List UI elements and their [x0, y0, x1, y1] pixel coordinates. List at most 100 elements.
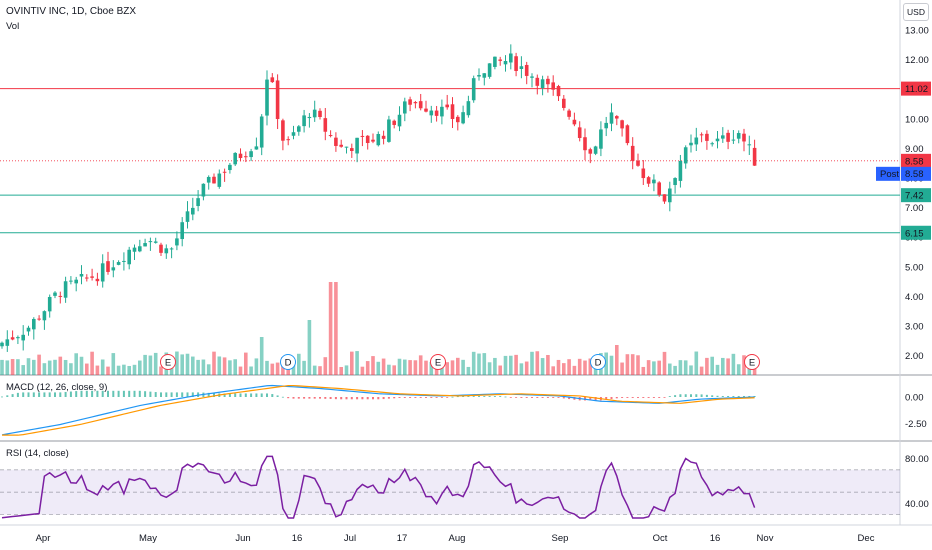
dividend-event-marker[interactable]	[590, 354, 606, 370]
macd-histogram-bar	[467, 396, 470, 397]
macd-histogram-bar	[610, 397, 613, 399]
volume-bar	[217, 356, 222, 375]
macd-histogram-bar	[393, 397, 396, 399]
candle-body	[413, 102, 418, 104]
macd-histogram-bar	[499, 396, 502, 397]
earnings-event-marker[interactable]	[160, 354, 176, 370]
volume-bar	[413, 360, 418, 375]
candle-body	[249, 151, 253, 158]
earnings-event-marker[interactable]	[744, 354, 760, 370]
macd-tick-label: -2.50	[905, 419, 927, 430]
candle-body	[673, 178, 677, 186]
candle-body	[5, 339, 10, 346]
candle-body	[556, 86, 561, 97]
post-price-tag	[901, 166, 931, 181]
time-axis-label: 17	[397, 533, 408, 544]
volume-bar	[397, 358, 402, 375]
volume-label[interactable]: Vol	[6, 21, 20, 32]
volume-bar	[212, 351, 216, 375]
volume-bar	[153, 352, 158, 375]
volume-bar	[63, 359, 68, 375]
macd-histogram-bar	[626, 397, 629, 398]
macd-histogram-bar	[175, 392, 178, 397]
volume-bar	[403, 359, 407, 375]
currency-button[interactable]: USD	[903, 3, 929, 21]
earnings-event-marker[interactable]	[430, 354, 446, 370]
volume-bar	[90, 351, 94, 375]
candle-body	[169, 248, 174, 250]
candle-body	[434, 110, 439, 116]
volume-bar	[175, 351, 179, 375]
macd-histogram-bar	[493, 396, 496, 397]
candle-body	[238, 153, 243, 159]
macd-histogram-bar	[425, 397, 427, 398]
macd-histogram-bar	[727, 395, 730, 397]
time-axis-label: Jul	[344, 533, 356, 544]
candle-body	[58, 295, 63, 297]
last-price-label: 8.58	[905, 156, 924, 167]
volume-bar	[429, 361, 434, 375]
volume-bar	[381, 358, 386, 375]
volume-bar	[540, 358, 545, 375]
volume-bar	[689, 365, 693, 375]
time-axis-label: Dec	[858, 533, 875, 544]
macd-histogram-bar	[181, 392, 184, 397]
volume-bar	[69, 363, 73, 375]
time-axis-label: Oct	[653, 533, 668, 544]
macd-histogram-bar	[361, 397, 364, 400]
candle-body	[191, 207, 195, 215]
price-tick-label: 13.00	[905, 26, 929, 37]
macd-histogram-bar	[160, 392, 162, 397]
macd-label[interactable]: MACD (12, 26, close, 9)	[6, 382, 108, 393]
macd-histogram-bar	[663, 397, 666, 398]
candle-body	[259, 116, 264, 148]
volume-bar	[646, 360, 651, 375]
macd-histogram-bar	[721, 395, 724, 397]
macd-histogram-bar	[69, 391, 72, 397]
volume-bar	[418, 355, 423, 375]
volume-bar	[53, 359, 57, 375]
macd-histogram-bar	[170, 392, 173, 397]
macd-histogram-bar	[207, 392, 210, 397]
volume-bar	[392, 365, 396, 375]
volume-bar	[408, 360, 412, 375]
symbol-title[interactable]: OVINTIV INC, 1D, Cboe BZX	[6, 6, 137, 17]
candle-body	[32, 318, 36, 330]
macd-histogram-bar	[154, 392, 157, 397]
candle-body	[16, 337, 20, 339]
rsi-label[interactable]: RSI (14, close)	[6, 448, 69, 459]
volume-bar	[307, 320, 312, 375]
macd-histogram-bar	[658, 397, 661, 398]
volume-bar	[387, 364, 391, 375]
volume-bar	[233, 359, 237, 375]
volume-bar	[16, 359, 20, 375]
macd-histogram-bar	[732, 395, 735, 397]
candle-body	[429, 110, 434, 116]
macd-histogram-bar	[38, 392, 41, 397]
volume-bar	[191, 356, 195, 375]
candle-body	[339, 144, 343, 147]
candle-body	[493, 56, 497, 67]
candle-body	[100, 263, 105, 282]
candle-body	[21, 334, 25, 341]
macd-histogram-bar	[260, 393, 263, 397]
macd-histogram-bar	[737, 395, 740, 397]
macd-histogram-bar	[594, 397, 597, 401]
macd-histogram-bar	[276, 395, 279, 397]
volume-bar	[668, 363, 672, 375]
macd-histogram-bar	[112, 390, 115, 397]
volume-bar	[180, 354, 184, 375]
rsi-tick-label: 40.00	[905, 499, 929, 510]
macd-histogram-bar	[313, 397, 316, 399]
candle-body	[424, 108, 428, 112]
volume-bar	[58, 356, 63, 375]
volume-bar	[524, 361, 529, 375]
volume-bar	[482, 353, 487, 375]
macd-histogram-bar	[16, 392, 19, 397]
dividend-event-marker[interactable]	[280, 354, 296, 370]
macd-histogram-bar	[504, 396, 507, 398]
volume-bar	[630, 354, 635, 375]
candle-body	[731, 139, 736, 141]
candle-body	[180, 222, 184, 240]
